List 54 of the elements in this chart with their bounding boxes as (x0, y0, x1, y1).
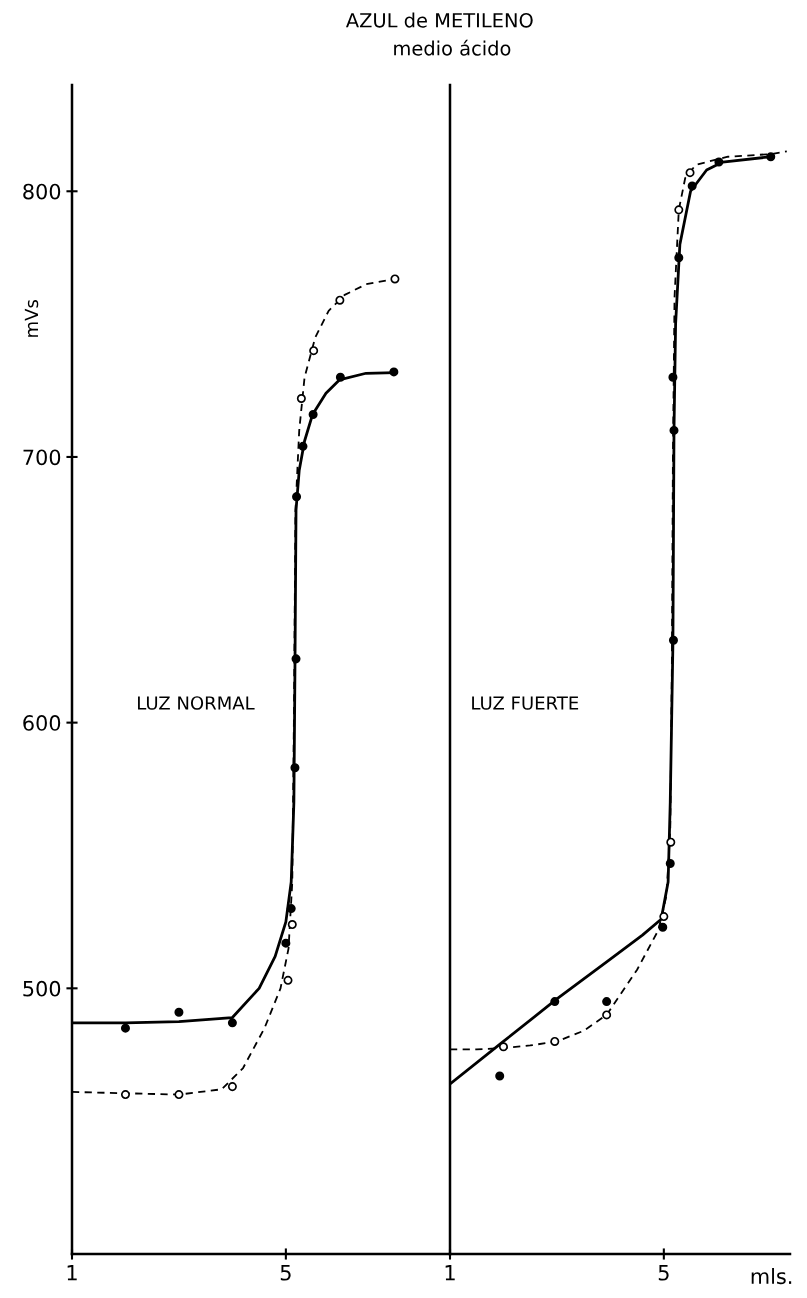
point (174, 1090, 184, 1100)
annotation: LUZ NORMAL (138, 696, 255, 710)
point (602, 1010, 612, 1020)
point (550, 997, 560, 1007)
x-axis-title: mls. (751, 1268, 792, 1285)
point (298, 441, 308, 451)
x-tick-label: 5 (658, 1265, 669, 1281)
y-tick-label: 800 (23, 183, 61, 200)
x-tick-label: 5 (280, 1265, 291, 1281)
point (389, 367, 399, 377)
point (668, 372, 678, 382)
chart-title: AZUL de METILENO (345, 12, 533, 28)
chart-subtitle: medio ácido (394, 39, 511, 56)
point (685, 168, 695, 178)
point (291, 654, 301, 664)
point (120, 1023, 130, 1033)
point (674, 205, 684, 215)
point (308, 409, 318, 419)
point (335, 372, 345, 382)
point (498, 1042, 508, 1052)
y-axis-title: mVs (24, 300, 39, 337)
point (227, 1018, 237, 1028)
point (281, 938, 291, 948)
y-tick-label: 600 (23, 715, 61, 731)
point (602, 997, 612, 1007)
point (658, 922, 668, 932)
point (174, 1007, 184, 1017)
x-tick-label: 1 (67, 1265, 77, 1281)
point (659, 912, 669, 922)
point (292, 492, 302, 502)
point (668, 635, 678, 645)
point (309, 346, 319, 356)
point (687, 181, 697, 191)
point (286, 904, 296, 914)
point (714, 157, 724, 167)
point (665, 858, 675, 868)
point (283, 975, 293, 985)
y-tick-label: 700 (23, 449, 61, 466)
y-tick-label: 500 (23, 980, 61, 997)
point (296, 393, 306, 404)
point (227, 1082, 237, 1092)
point (495, 1071, 505, 1081)
point (335, 295, 345, 305)
point (674, 253, 684, 263)
point (766, 152, 776, 162)
point (287, 920, 297, 930)
x-tick-label: 1 (445, 1265, 455, 1281)
annotation: LUZ FUERTE (472, 696, 579, 710)
point (390, 274, 400, 284)
point (669, 425, 679, 435)
point (550, 1036, 560, 1046)
point (120, 1090, 130, 1100)
point (290, 763, 300, 773)
point (666, 837, 676, 847)
